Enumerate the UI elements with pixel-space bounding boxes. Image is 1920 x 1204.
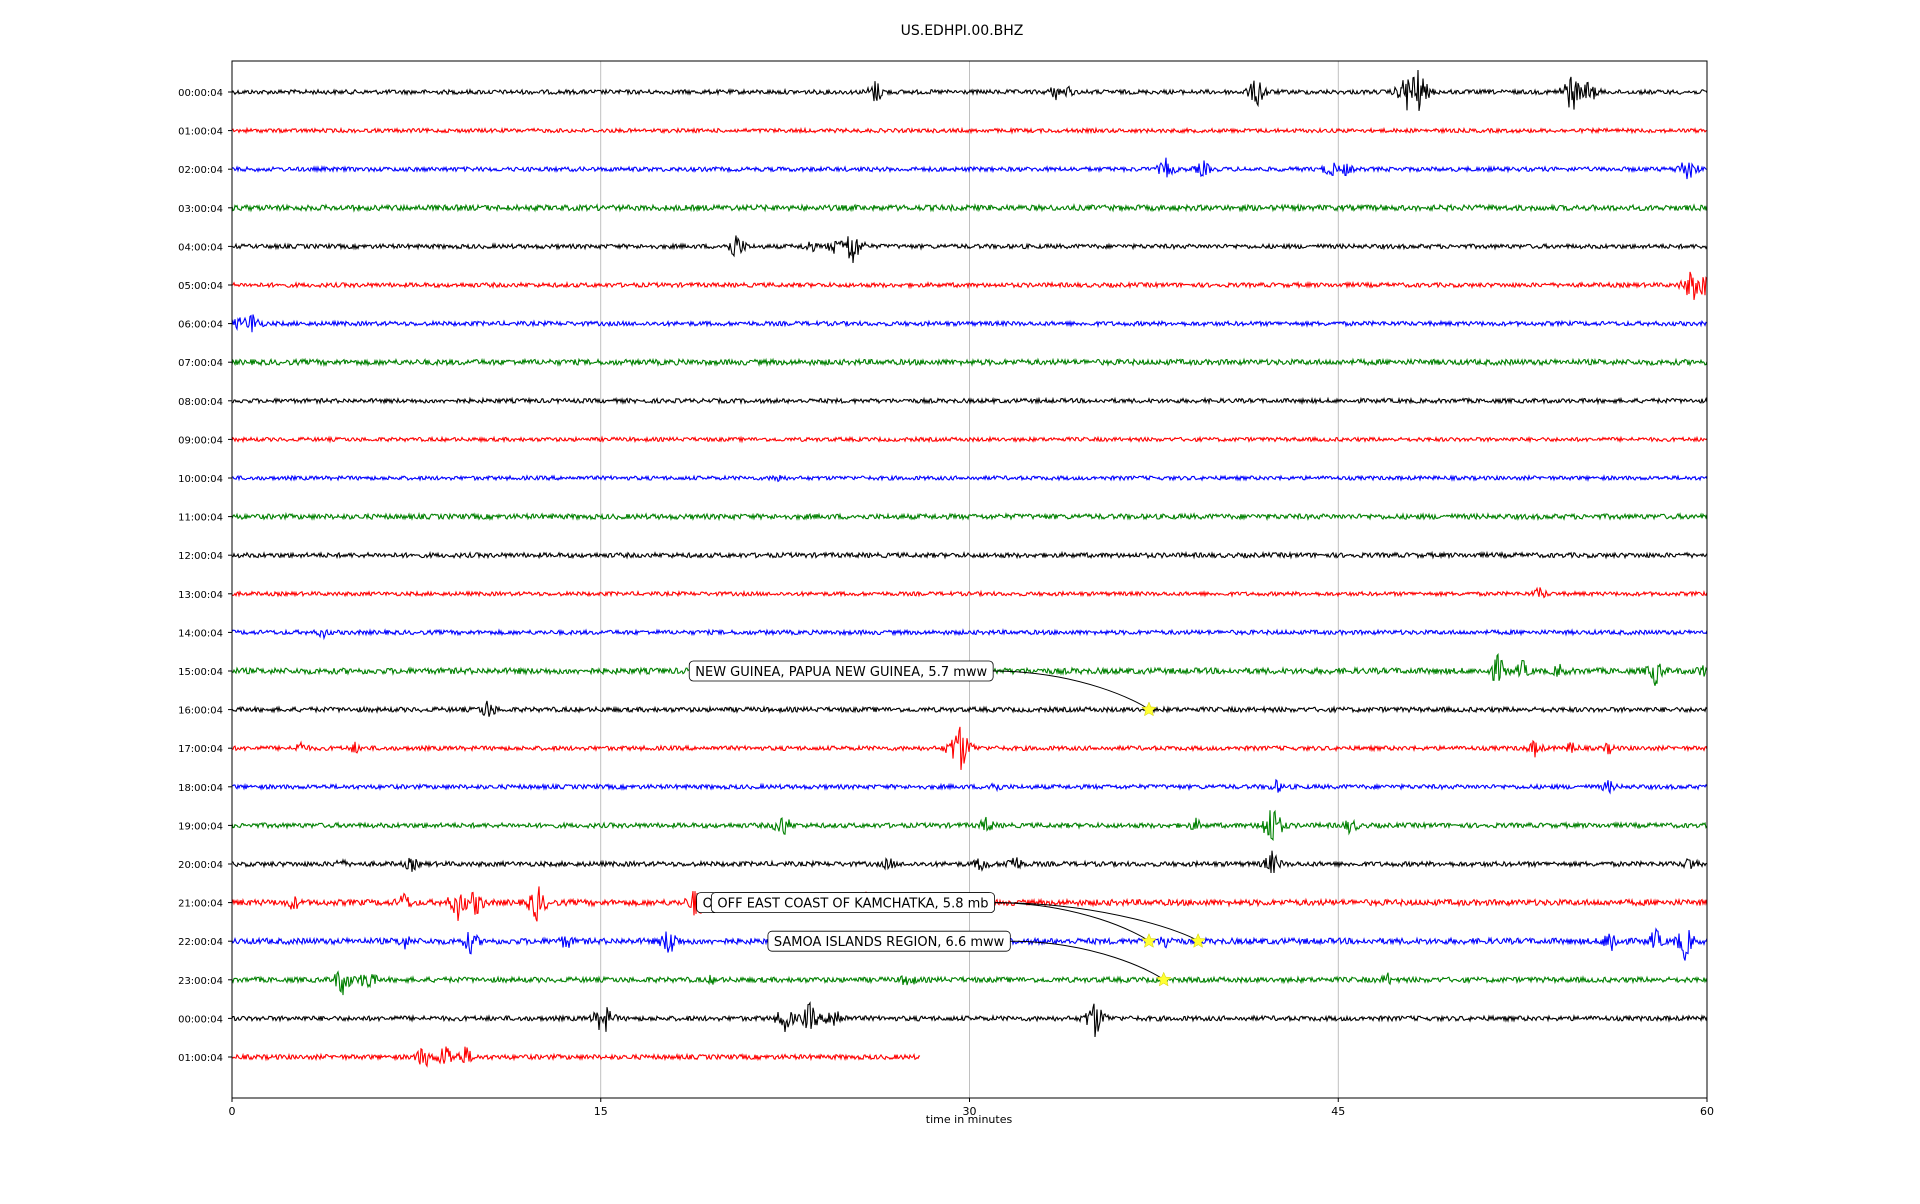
trace-07:00:04 <box>231 357 1708 367</box>
y-tick-label: 04:00:04 <box>178 242 223 253</box>
event-leader-line <box>994 902 1199 942</box>
y-tick-label: 23:00:04 <box>178 976 223 987</box>
x-tick-label: 45 <box>1331 1105 1345 1118</box>
y-tick-label: 22:00:04 <box>178 937 223 948</box>
x-tick-label: 15 <box>594 1105 608 1118</box>
y-tick-label: 13:00:04 <box>178 590 223 601</box>
event-star-marker <box>1155 971 1172 987</box>
trace-04:00:04 <box>231 235 1708 264</box>
y-tick-label: 19:00:04 <box>178 821 223 832</box>
y-tick-label: 11:00:04 <box>178 513 223 524</box>
y-tick-label: 06:00:04 <box>178 320 223 331</box>
trace-01:00:04 <box>231 1046 921 1068</box>
grid-layer <box>600 61 1339 1098</box>
y-tick-label: 20:00:04 <box>178 860 223 871</box>
trace-13:00:04 <box>231 586 1708 599</box>
y-tick-label: 18:00:04 <box>178 783 223 794</box>
event-annotations: NEW GUINEA, PAPUA NEW GUINEA, 5.7 mww OFF… <box>688 660 1206 987</box>
trace-09:00:04 <box>231 435 1708 444</box>
x-tick-label: 30 <box>963 1105 977 1118</box>
y-tick-label: 03:00:04 <box>178 204 223 215</box>
y-tick-label: 00:00:04 <box>178 1014 223 1025</box>
y-tick-label: 12:00:04 <box>178 551 223 562</box>
trace-23:00:04 <box>231 970 1708 996</box>
trace-10:00:04 <box>231 474 1708 483</box>
event-label: SAMOA ISLANDS REGION, 6.6 mww <box>774 935 1005 950</box>
trace-08:00:04 <box>231 396 1708 406</box>
x-tick-label: 0 <box>229 1105 236 1118</box>
x-ticks: 0 15 30 45 60 <box>229 1098 1714 1118</box>
trace-01:00:04 <box>231 126 1707 135</box>
trace-20:00:04 <box>231 850 1708 874</box>
trace-16:00:04 <box>231 700 1708 717</box>
trace-18:00:04 <box>231 778 1708 795</box>
trace-05:00:04 <box>231 271 1708 300</box>
trace-19:00:04 <box>231 809 1708 841</box>
y-tick-labels: 00:00:04 01:00:04 02:00:04 03:00:04 04:00:04… <box>178 88 232 1064</box>
event-star-marker <box>1141 933 1157 948</box>
trace-06:00:04 <box>231 314 1708 333</box>
x-tick-label: 60 <box>1700 1105 1714 1118</box>
y-tick-label: 07:00:04 <box>178 358 223 369</box>
y-tick-label: 08:00:04 <box>178 397 223 408</box>
trace-17:00:04 <box>231 726 1708 770</box>
y-tick-label: 00:00:04 <box>178 88 223 99</box>
y-tick-label: 01:00:04 <box>178 127 223 138</box>
y-tick-label: 02:00:04 <box>178 165 223 176</box>
trace-00:00:04 <box>231 1001 1708 1038</box>
event-label: NEW GUINEA, PAPUA NEW GUINEA, 5.7 mww <box>695 665 987 680</box>
chart-title: US.EDHPI.00.BHZ <box>901 23 1024 39</box>
x-axis-label: time in minutes <box>926 1113 1013 1126</box>
y-tick-label: 15:00:04 <box>178 667 223 678</box>
y-tick-label: 05:00:04 <box>178 281 223 292</box>
y-tick-label: 16:00:04 <box>178 706 223 717</box>
event-leader-line <box>992 902 1150 942</box>
y-tick-label: 21:00:04 <box>178 899 223 910</box>
event-leader-line <box>993 670 1150 710</box>
event-leader-line <box>1010 940 1165 981</box>
trace-11:00:04 <box>231 511 1708 522</box>
event-label: OFF EAST COAST OF KAMCHATKA, 5.8 mb <box>717 897 988 912</box>
trace-02:00:04 <box>231 157 1708 180</box>
trace-14:00:04 <box>231 628 1708 641</box>
event-annotation: NEW GUINEA, PAPUA NEW GUINEA, 5.7 mww <box>688 660 1157 717</box>
event-star-marker <box>1190 933 1206 948</box>
y-tick-label: 09:00:04 <box>178 435 223 446</box>
y-tick-label: 17:00:04 <box>178 744 223 755</box>
y-tick-label: 14:00:04 <box>178 628 223 639</box>
trace-12:00:04 <box>231 550 1708 560</box>
y-tick-label: 01:00:04 <box>178 1053 223 1064</box>
event-star-marker <box>1141 701 1157 717</box>
trace-00:00:04 <box>231 69 1708 111</box>
y-tick-label: 10:00:04 <box>178 474 223 485</box>
event-annotation: OFF EAST COAST OF KAMCHATKA, 5.8 mb <box>710 892 1206 948</box>
event-annotation: SAMOA ISLANDS REGION, 6.6 mww <box>767 930 1172 987</box>
trace-03:00:04 <box>231 203 1708 213</box>
